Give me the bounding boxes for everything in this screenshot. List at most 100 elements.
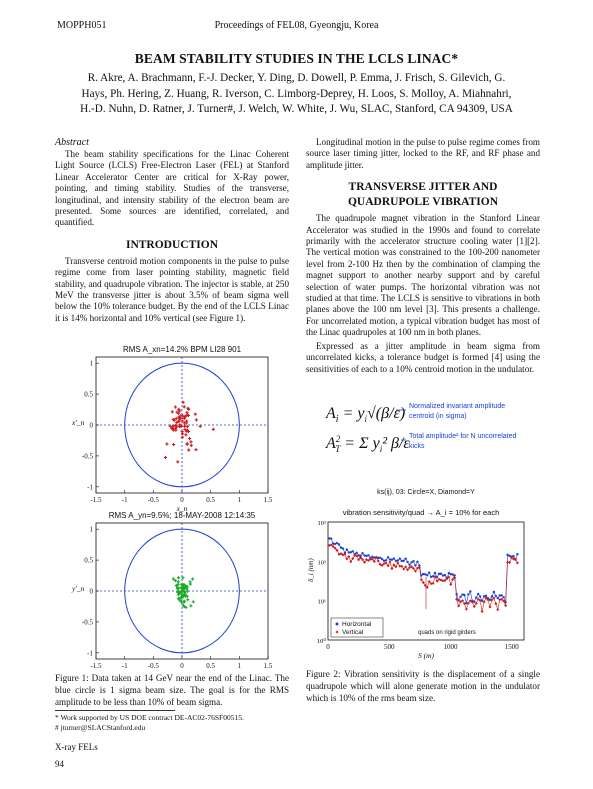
data-point (178, 599, 182, 603)
data-point (390, 558, 394, 561)
data-point (361, 551, 364, 555)
y-tick-label: 0 (90, 422, 94, 430)
data-point (466, 601, 470, 605)
data-point (480, 609, 484, 613)
data-point (431, 581, 435, 585)
legend-horizontal: Horizontal (342, 621, 372, 628)
data-point (176, 576, 181, 580)
annotation-rigid-girders: quads on rigid girders (418, 630, 476, 636)
x-tick-label: 1 (238, 662, 242, 668)
data-point (416, 560, 419, 563)
data-point (426, 574, 429, 577)
legend-marker-horizontal (335, 622, 339, 626)
right-column-text: Longitudinal motion in the pulse to puls… (306, 137, 540, 375)
data-point (327, 543, 331, 547)
data-point (494, 594, 498, 598)
data-point (419, 578, 423, 582)
data-point (406, 560, 409, 564)
data-point (451, 573, 454, 576)
legend-vertical: Vertical (342, 629, 364, 636)
data-point (176, 419, 181, 423)
data-point (394, 559, 398, 563)
data-point (398, 557, 401, 560)
x-tick-label: 500 (384, 643, 395, 651)
y-tick-label: 0 (90, 588, 94, 596)
data-point (400, 564, 404, 568)
x-tick-label: -1.5 (90, 662, 102, 668)
data-point (424, 573, 427, 576)
data-point (413, 569, 417, 573)
data-point (178, 416, 183, 420)
data-point (376, 559, 380, 563)
data-point (347, 554, 351, 558)
data-point (180, 419, 184, 423)
section-heading-transverse-line1: TRANSVERSE JITTER AND (348, 181, 498, 194)
data-point (510, 556, 514, 560)
data-point (398, 564, 402, 568)
data-point (412, 566, 416, 570)
data-point (184, 594, 188, 598)
y-tick-label: 0.5 (84, 557, 93, 565)
data-point (512, 554, 515, 558)
one-sigma-circle (124, 528, 240, 654)
data-point (449, 583, 453, 587)
y-tick-label: 10¹ (318, 599, 327, 606)
data-point (468, 599, 472, 603)
data-point (380, 563, 384, 567)
data-point (482, 600, 486, 604)
page-number: 94 (55, 759, 64, 769)
data-point (172, 442, 176, 447)
figure-1-caption: Figure 1: Data taken at 14 GeV near the … (55, 673, 289, 707)
data-point (459, 600, 463, 604)
data-point (173, 427, 177, 431)
series-line (329, 538, 518, 604)
data-point (191, 577, 195, 581)
data-point (439, 578, 443, 582)
y-tick-label: 10² (318, 559, 327, 566)
data-point (425, 585, 429, 589)
plot-title: RMS A_yn=9.5%; 18-MAY-2008 12:14:35 (109, 511, 256, 520)
data-point (180, 586, 184, 590)
data-point (435, 579, 439, 583)
footer-section: X-ray FELs (55, 742, 98, 752)
intro-paragraph: Transverse centroid motion components in… (55, 255, 289, 323)
data-point (457, 599, 460, 602)
data-point (498, 594, 501, 597)
data-point (402, 567, 406, 571)
x-tick-label: -1 (122, 496, 128, 504)
data-point (181, 587, 185, 591)
equations-figure: Ai = yi√(β/ε) Normalized invariant ampli… (325, 403, 516, 454)
data-point (174, 417, 178, 421)
data-point (178, 409, 182, 413)
data-point (488, 605, 492, 609)
data-point (366, 558, 370, 562)
data-point (193, 412, 197, 416)
one-sigma-circle (124, 362, 240, 488)
x-tick-label: 1 (238, 496, 242, 504)
figure-2-plot: ks(ij), 03: Circle=X, Diamond=Y vibration… (307, 489, 525, 660)
data-point (371, 555, 374, 558)
footnote-rule (55, 710, 175, 711)
data-point (406, 568, 410, 572)
data-point (194, 418, 198, 422)
data-point (331, 545, 335, 549)
data-point (181, 576, 185, 580)
data-point (171, 424, 175, 428)
data-point (165, 442, 169, 446)
data-point (176, 580, 180, 584)
data-point (182, 416, 186, 420)
running-header-proceedings: Proceedings of FEL08, Gyeongju, Korea (214, 20, 379, 31)
data-point (410, 561, 413, 564)
x-axis-label: S (m) (418, 651, 435, 660)
data-point (392, 563, 396, 567)
data-point (331, 542, 335, 545)
data-point (472, 604, 476, 608)
data-point (364, 558, 368, 562)
data-point (177, 407, 181, 411)
x-tick-label: 0 (326, 643, 330, 651)
data-point (182, 405, 186, 409)
data-point (408, 563, 411, 567)
data-point (469, 590, 472, 593)
x-tick-label: 0 (180, 662, 184, 668)
data-point (516, 553, 519, 556)
